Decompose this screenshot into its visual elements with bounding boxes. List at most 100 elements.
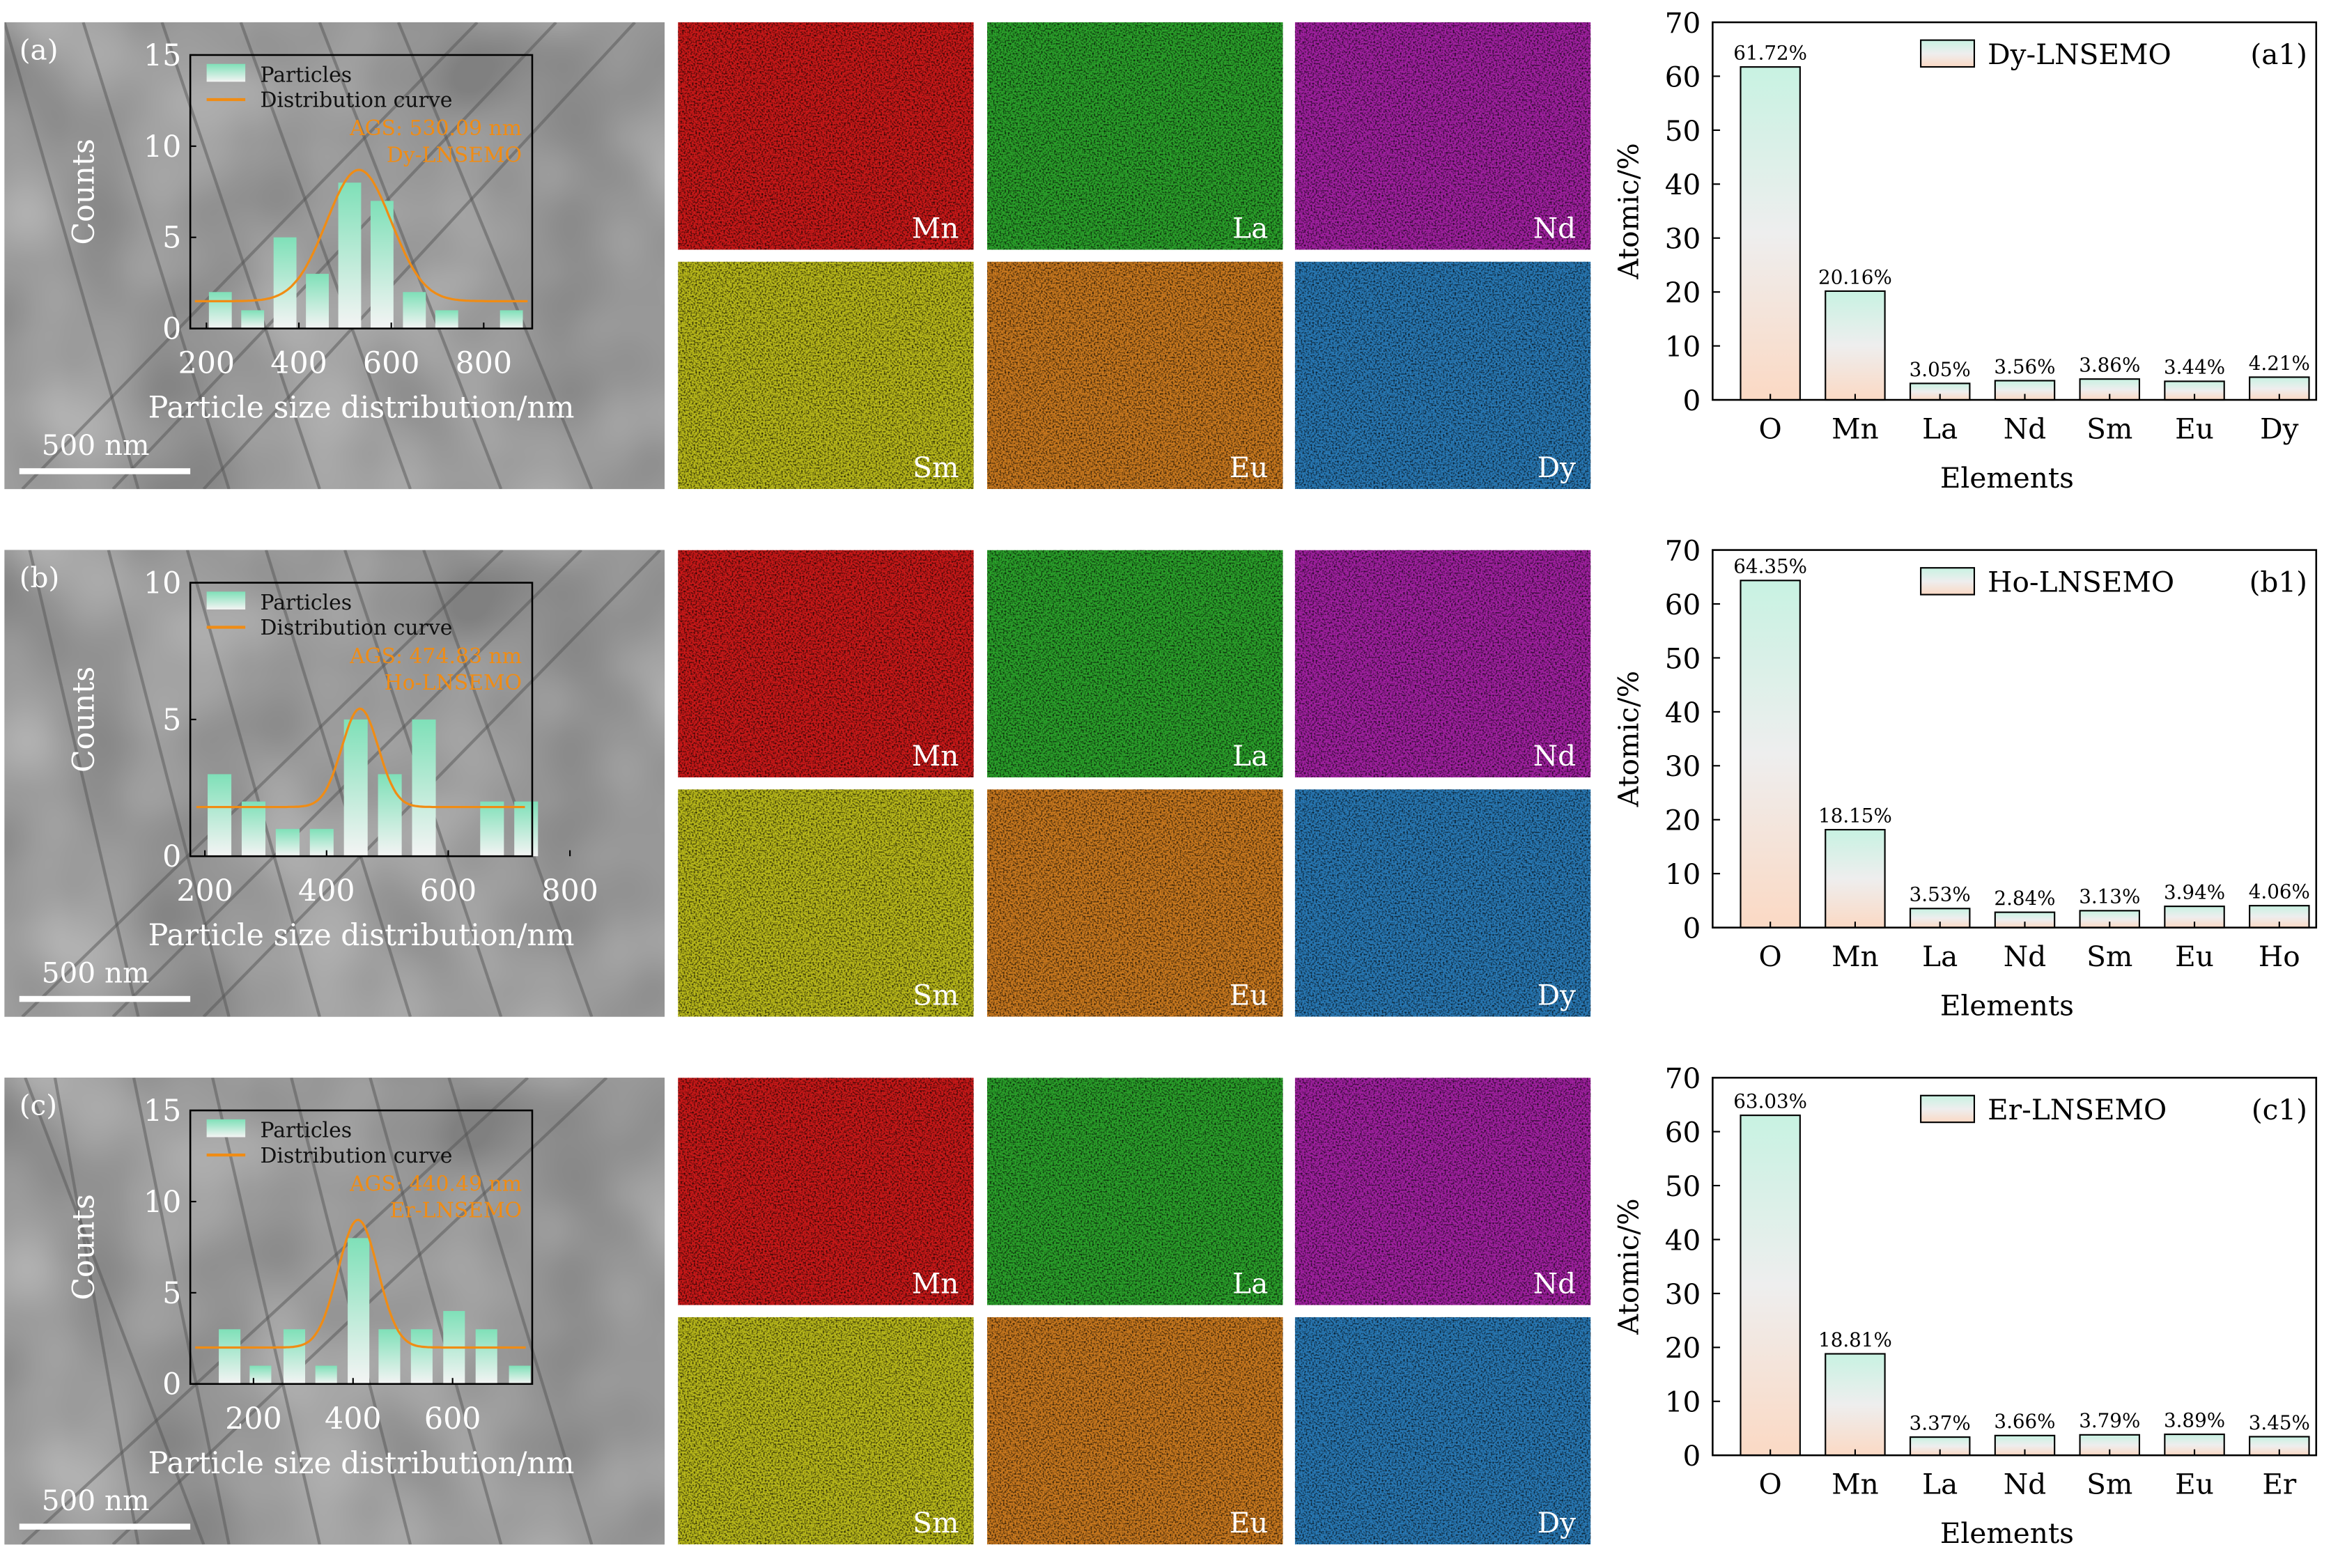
bar-y-tick: 0 xyxy=(1682,912,1701,945)
ags-value: AGS: 530.09 nm xyxy=(349,116,522,141)
composition-bar-chart: 63.03% O 18.81% Mn 3.37% La 3.66% Nd 3.79% Sm 3.89… xyxy=(1612,1062,2318,1546)
bar-y-tick: 30 xyxy=(1665,1278,1701,1311)
bar-y-tick: 30 xyxy=(1665,750,1701,783)
bar-x-tick: Sm xyxy=(2086,1468,2132,1501)
histogram-bar xyxy=(348,1238,370,1384)
bar-axes xyxy=(1712,549,2318,929)
histogram-y-tick: 5 xyxy=(162,221,181,256)
eds-map-label: Sm xyxy=(913,451,959,485)
histogram-y-tick: 0 xyxy=(162,839,181,874)
bar-value-label: 64.35% xyxy=(1733,555,1807,578)
histogram-x-tick: 200 xyxy=(225,1402,281,1436)
histogram-x-tick: 800 xyxy=(456,346,512,381)
eds-map-label: La xyxy=(1232,212,1269,246)
bar-legend-swatch xyxy=(1920,567,1976,596)
bar-x-tick: Mn xyxy=(1832,1468,1879,1501)
eds-map-label: Nd xyxy=(1533,212,1577,246)
histogram-y-label: Counts xyxy=(66,1194,101,1300)
bar-value-label: 3.13% xyxy=(2079,885,2140,908)
histogram-y-label: Counts xyxy=(66,667,101,773)
bar-y-tick: 70 xyxy=(1665,6,1701,40)
eds-map-label: Dy xyxy=(1537,979,1577,1013)
scale-bar xyxy=(19,468,191,474)
histogram-bar xyxy=(370,201,394,329)
bar-y-tick: 20 xyxy=(1665,1331,1701,1365)
histogram-bar xyxy=(378,774,402,857)
bar-value-label: 3.86% xyxy=(2079,353,2140,376)
eds-map-eu: Eu xyxy=(986,789,1283,1017)
legend-particles: Particles xyxy=(260,591,352,615)
eds-map-label: Sm xyxy=(913,1507,959,1540)
bar-x-tick: La xyxy=(1922,412,1958,446)
bar-x-tick: Dy xyxy=(2260,412,2298,446)
bar-x-tick: Nd xyxy=(2004,1468,2046,1501)
eds-map-label: Nd xyxy=(1533,1268,1577,1301)
bar-y-tick: 30 xyxy=(1665,222,1701,256)
bar-x-label: Elements xyxy=(1940,989,2074,1018)
histogram-bar xyxy=(283,1329,306,1384)
composition-bar-chart: 61.72% O 20.16% Mn 3.05% La 3.56% Nd 3.86% Sm 3.44… xyxy=(1612,6,2318,490)
eds-map-nd: Nd xyxy=(1294,1078,1591,1305)
histogram-bar xyxy=(338,183,362,329)
bar-x-label: Elements xyxy=(1940,1516,2074,1546)
histogram-bar xyxy=(403,292,426,329)
histogram-x-tick: 600 xyxy=(424,1402,481,1436)
bar-value-label: 4.06% xyxy=(2249,880,2310,903)
histogram-y-tick: 10 xyxy=(144,1185,181,1220)
histogram-bar xyxy=(343,719,368,857)
histogram-x-label: Particle size distribution/nm xyxy=(148,918,575,953)
scale-bar xyxy=(19,1523,191,1530)
bar-y-tick: 40 xyxy=(1665,696,1701,729)
legend-particles-swatch xyxy=(206,591,246,610)
eds-map-sm: Sm xyxy=(678,1317,974,1545)
histogram-y-tick: 15 xyxy=(144,1094,181,1128)
bar-y-label: Atomic/% xyxy=(1612,143,1645,280)
ags-value: AGS: 440.49 nm xyxy=(349,1172,522,1196)
eds-map-dy: Dy xyxy=(1294,789,1591,1017)
histogram-bar xyxy=(309,828,334,857)
eds-map-label: La xyxy=(1232,1268,1269,1301)
bar-value-label: 3.94% xyxy=(2164,880,2225,903)
eds-map-mn: Mn xyxy=(678,550,974,778)
ags-material: Dy-LNSEMO xyxy=(387,143,522,168)
composition-bar xyxy=(1825,829,1886,929)
bar-value-label: 3.79% xyxy=(2079,1409,2140,1432)
eds-map-dy: Dy xyxy=(1294,1317,1591,1545)
eds-map-sm: Sm xyxy=(678,789,974,1017)
bar-x-tick: Nd xyxy=(2004,412,2046,446)
histogram-y-label: Counts xyxy=(66,139,101,244)
histogram-bar xyxy=(514,801,539,857)
bar-y-tick: 40 xyxy=(1665,1223,1701,1257)
histogram-bar xyxy=(410,1329,433,1384)
eds-map-nd: Nd xyxy=(1294,22,1591,250)
panel-row-2: (c) 500 nm 200 400 600 0 5 10 15 Particle size di… xyxy=(0,1062,2331,1568)
sem-image: (a) 500 nm 200 400 600 800 0 5 10 15 Particle size… xyxy=(4,22,665,490)
size-histogram: 200 400 600 800 0 5 10 Particle size distributi… xyxy=(66,566,598,953)
composition-bar xyxy=(1740,1115,1801,1457)
bar-x-tick: La xyxy=(1922,1468,1958,1501)
bar-x-tick: Er xyxy=(2262,1468,2297,1501)
bar-value-label: 3.56% xyxy=(1994,355,2055,378)
bar-y-label: Atomic/% xyxy=(1612,671,1645,808)
eds-map-label: Eu xyxy=(1229,979,1269,1013)
eds-map-label: Dy xyxy=(1537,1507,1577,1540)
histogram-y-tick: 10 xyxy=(144,566,181,600)
bar-value-label: 3.89% xyxy=(2164,1408,2225,1431)
histogram-bar xyxy=(378,1329,401,1384)
histogram-bar xyxy=(475,1329,497,1384)
bar-x-tick: Sm xyxy=(2086,940,2132,973)
bar-x-tick: Mn xyxy=(1832,940,1879,973)
eds-map-label: Mn xyxy=(911,212,959,246)
histogram-x-tick: 800 xyxy=(541,874,598,908)
histogram-y-tick: 15 xyxy=(144,38,181,73)
histogram-bar xyxy=(500,310,523,329)
histogram-axes xyxy=(189,54,534,329)
composition-bar xyxy=(1740,580,1801,929)
histogram-bar xyxy=(412,719,436,857)
histogram-x-tick: 400 xyxy=(325,1402,381,1436)
eds-map-dy: Dy xyxy=(1294,261,1591,490)
bar-x-tick: O xyxy=(1759,412,1782,446)
histogram-bar xyxy=(435,310,458,329)
histogram-bar xyxy=(480,801,504,857)
bar-value-label: 3.45% xyxy=(2249,1411,2310,1434)
